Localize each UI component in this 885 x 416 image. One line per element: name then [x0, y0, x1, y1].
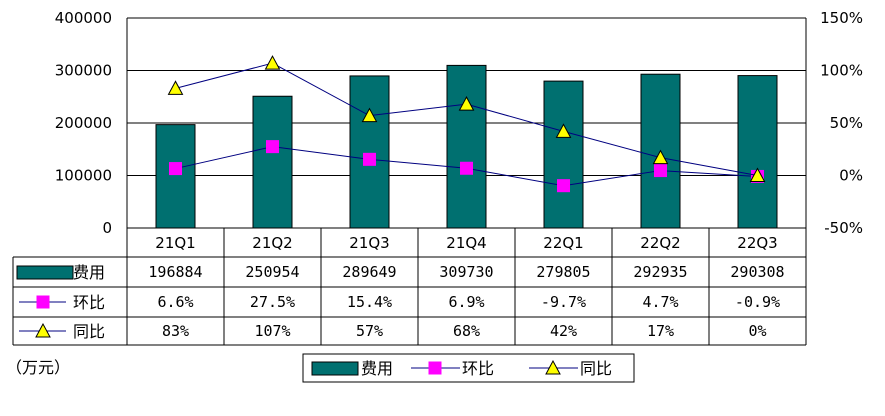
data-label: 250954 — [245, 263, 299, 281]
data-label: 4.7% — [642, 293, 678, 311]
category-label: 22Q1 — [543, 234, 583, 252]
category-label: 22Q2 — [640, 234, 680, 252]
legend-key-triangle — [545, 359, 561, 375]
data-label: 27.5% — [250, 293, 295, 311]
legend: 费用 环比 同比 — [302, 353, 635, 383]
triangle-marker — [264, 55, 281, 70]
data-label: 17% — [647, 322, 674, 340]
y-left-tick-label: 300000 — [55, 62, 112, 80]
data-label: 57% — [356, 322, 383, 340]
row-label: 环比 — [73, 293, 105, 312]
y-left-tick-label: 100000 — [55, 167, 112, 185]
y-right-tick-label: 150% — [820, 9, 863, 27]
unit-note: （万元） — [6, 358, 70, 377]
data-label: 279805 — [536, 263, 590, 281]
row-label: 费用 — [73, 263, 105, 282]
bar-series — [155, 64, 778, 229]
data-label: 289649 — [342, 263, 396, 281]
bar — [543, 80, 584, 229]
triangle-marker — [361, 107, 378, 123]
square-marker — [169, 162, 182, 176]
axes: 400000 300000 200000 100000 0 150% 100% 50% 0% -5… — [55, 9, 863, 237]
y-left-tick-label: 0 — [102, 219, 112, 237]
category-label: 22Q3 — [737, 234, 777, 252]
data-label: 196884 — [148, 263, 202, 281]
bar — [252, 95, 293, 229]
category-label: 21Q1 — [155, 234, 195, 252]
y-left-tick-label: 400000 — [55, 9, 112, 27]
data-label: 83% — [162, 322, 189, 340]
bar — [446, 64, 487, 229]
legend-label: 同比 — [580, 359, 612, 378]
triangle-marker — [652, 149, 669, 165]
square-marker — [266, 140, 279, 154]
triangle-marker — [167, 80, 184, 95]
y-right-tick-label: 100% — [820, 62, 863, 80]
y-left-tick-label: 200000 — [55, 114, 112, 132]
data-label: 6.6% — [157, 293, 193, 311]
square-marker — [460, 161, 473, 175]
data-label: -0.9% — [735, 293, 780, 311]
bar — [737, 75, 778, 229]
category-label: 21Q4 — [446, 234, 486, 252]
category-label: 21Q3 — [349, 234, 389, 252]
y-right-tick-label: 0% — [839, 167, 863, 185]
bar — [155, 124, 196, 229]
legend-key-square — [428, 361, 442, 375]
legend-label: 费用 — [361, 359, 393, 378]
row-key-bar — [16, 265, 74, 280]
square-marker — [363, 152, 376, 166]
row-label: 同比 — [73, 322, 105, 341]
data-label: 68% — [453, 322, 480, 340]
data-label: 309730 — [439, 263, 493, 281]
data-table: 21Q1 21Q2 21Q3 21Q4 22Q1 22Q2 22Q3 费用 196884 2509… — [12, 227, 807, 346]
y-right-tick-label: 50% — [830, 114, 863, 132]
data-label: 290308 — [730, 263, 784, 281]
data-label: 6.9% — [448, 293, 484, 311]
square-marker — [557, 179, 570, 193]
triangle-marker — [749, 167, 766, 182]
legend-key-bar — [311, 361, 359, 376]
data-label: -9.7% — [541, 293, 586, 311]
square-marker — [654, 164, 667, 178]
row-key-square — [36, 295, 50, 309]
data-label: 15.4% — [347, 293, 392, 311]
triangle-marker — [555, 123, 572, 138]
line-series — [167, 55, 766, 193]
data-label: 292935 — [633, 263, 687, 281]
row-key-triangle — [35, 322, 51, 338]
legend-label: 环比 — [462, 359, 494, 378]
data-label: 107% — [254, 322, 290, 340]
category-label: 21Q2 — [252, 234, 292, 252]
data-label: 0% — [748, 322, 766, 340]
bar — [349, 75, 390, 229]
y-right-tick-label: -50% — [824, 219, 863, 237]
triangle-marker — [458, 96, 475, 111]
data-label: 42% — [550, 322, 577, 340]
